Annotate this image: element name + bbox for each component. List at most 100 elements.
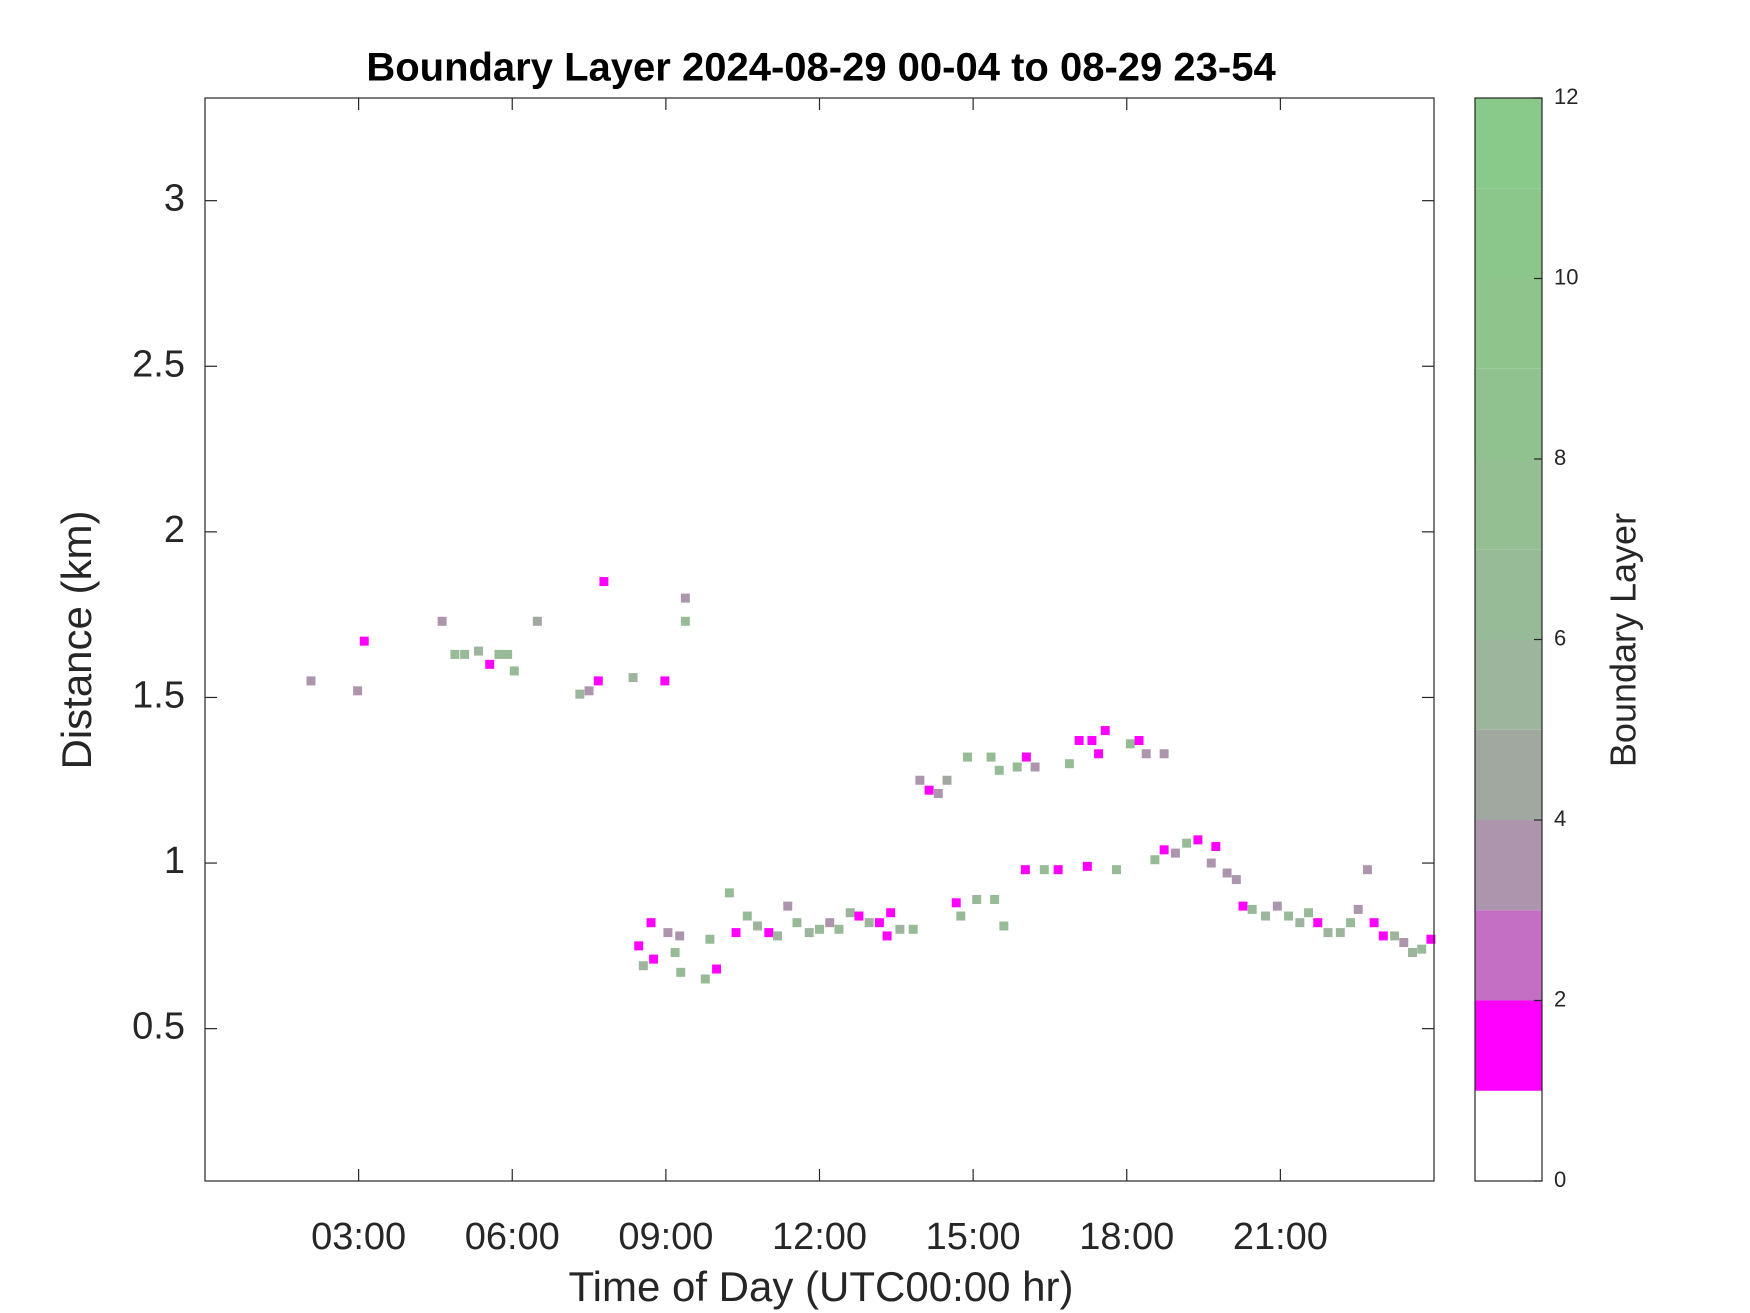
cell xyxy=(584,686,594,696)
cell xyxy=(764,928,774,938)
y-tick-label: 3 xyxy=(164,178,185,220)
cell xyxy=(1362,865,1372,875)
cell xyxy=(593,676,603,686)
cell xyxy=(845,908,855,918)
cell xyxy=(1012,762,1022,772)
cell xyxy=(1408,947,1417,957)
cell xyxy=(675,931,685,941)
colorbar-band xyxy=(1475,729,1542,820)
cell xyxy=(1020,865,1030,875)
cell xyxy=(1369,918,1379,928)
colorbar-label: Boundary Layer xyxy=(1603,513,1644,767)
cell xyxy=(1247,904,1257,914)
cell xyxy=(1231,875,1241,885)
cell xyxy=(1417,944,1427,954)
y-tick-label: 2 xyxy=(164,509,185,551)
cell xyxy=(874,918,884,928)
cell xyxy=(1335,928,1345,938)
cell xyxy=(1261,911,1271,921)
colorbar-tick-label: 12 xyxy=(1554,84,1578,109)
colorbar-tick-label: 6 xyxy=(1554,625,1566,650)
cell xyxy=(1313,918,1323,928)
cell xyxy=(1082,861,1092,871)
cell xyxy=(680,616,690,626)
colorbar-band xyxy=(1475,1090,1542,1181)
x-tick-label: 15:00 xyxy=(926,1216,1021,1258)
cell xyxy=(663,928,673,938)
cell xyxy=(951,898,961,908)
cell xyxy=(834,924,844,934)
cell xyxy=(1112,865,1121,875)
colorbar-tick-label: 8 xyxy=(1554,445,1566,470)
cell xyxy=(972,894,982,904)
cell xyxy=(854,911,864,921)
y-tick-label: 0.5 xyxy=(132,1006,185,1048)
cell xyxy=(638,961,648,971)
cell xyxy=(532,616,542,626)
x-tick-label: 09:00 xyxy=(618,1216,713,1258)
cell xyxy=(1141,749,1151,759)
cell xyxy=(1030,762,1040,772)
cell xyxy=(1222,868,1232,878)
cell xyxy=(1182,838,1192,848)
cell xyxy=(956,911,966,921)
x-axis-label: Time of Day (UTC00:00 hr) xyxy=(569,1263,1074,1310)
cell xyxy=(804,928,814,938)
cell xyxy=(1074,736,1084,746)
cell xyxy=(731,928,741,938)
plot-frame xyxy=(204,97,1435,1182)
cell xyxy=(994,765,1004,775)
cell xyxy=(1295,918,1305,928)
cell xyxy=(680,593,690,603)
cell xyxy=(742,911,752,921)
cell xyxy=(753,921,763,931)
cell xyxy=(1378,931,1388,941)
y-tick-label: 1.5 xyxy=(132,674,185,716)
cell xyxy=(359,636,369,646)
cell xyxy=(485,659,495,669)
cell xyxy=(895,924,905,934)
cell xyxy=(825,918,835,928)
chart-title: Boundary Layer 2024-08-29 00-04 to 08-29… xyxy=(366,46,1276,90)
cell xyxy=(1238,901,1248,911)
cell xyxy=(1323,928,1333,938)
cell xyxy=(676,967,686,977)
cell xyxy=(1353,904,1363,914)
cell xyxy=(1284,911,1294,921)
cell xyxy=(460,649,470,659)
cell xyxy=(1094,749,1104,759)
cell xyxy=(306,676,316,686)
cell xyxy=(1021,752,1031,762)
cell xyxy=(1304,908,1314,918)
cell xyxy=(908,924,918,934)
cell xyxy=(575,689,585,699)
colorbar-tick-label: 4 xyxy=(1554,806,1566,831)
cell xyxy=(660,676,670,686)
cell xyxy=(712,964,722,974)
y-axis-label: Distance (km) xyxy=(53,510,100,769)
colorbar-tick-label: 0 xyxy=(1554,1167,1566,1192)
cell xyxy=(773,931,782,941)
cell xyxy=(649,954,659,964)
x-tick-label: 18:00 xyxy=(1079,1216,1174,1258)
cell xyxy=(915,775,925,785)
cell xyxy=(503,649,513,659)
cell xyxy=(882,931,892,941)
cell xyxy=(1399,938,1409,948)
cell xyxy=(1346,918,1356,928)
cell xyxy=(494,649,504,659)
cell xyxy=(1159,845,1169,855)
cell xyxy=(1053,865,1063,875)
cell xyxy=(599,577,609,587)
colorbar-band xyxy=(1475,639,1542,730)
colorbar-band xyxy=(1475,820,1542,911)
cell xyxy=(963,752,972,762)
cell xyxy=(933,789,943,799)
cell xyxy=(886,908,896,918)
cell xyxy=(670,947,680,957)
cell xyxy=(1100,726,1110,736)
cell xyxy=(942,775,952,785)
cell xyxy=(1193,835,1203,845)
cell xyxy=(646,918,656,928)
